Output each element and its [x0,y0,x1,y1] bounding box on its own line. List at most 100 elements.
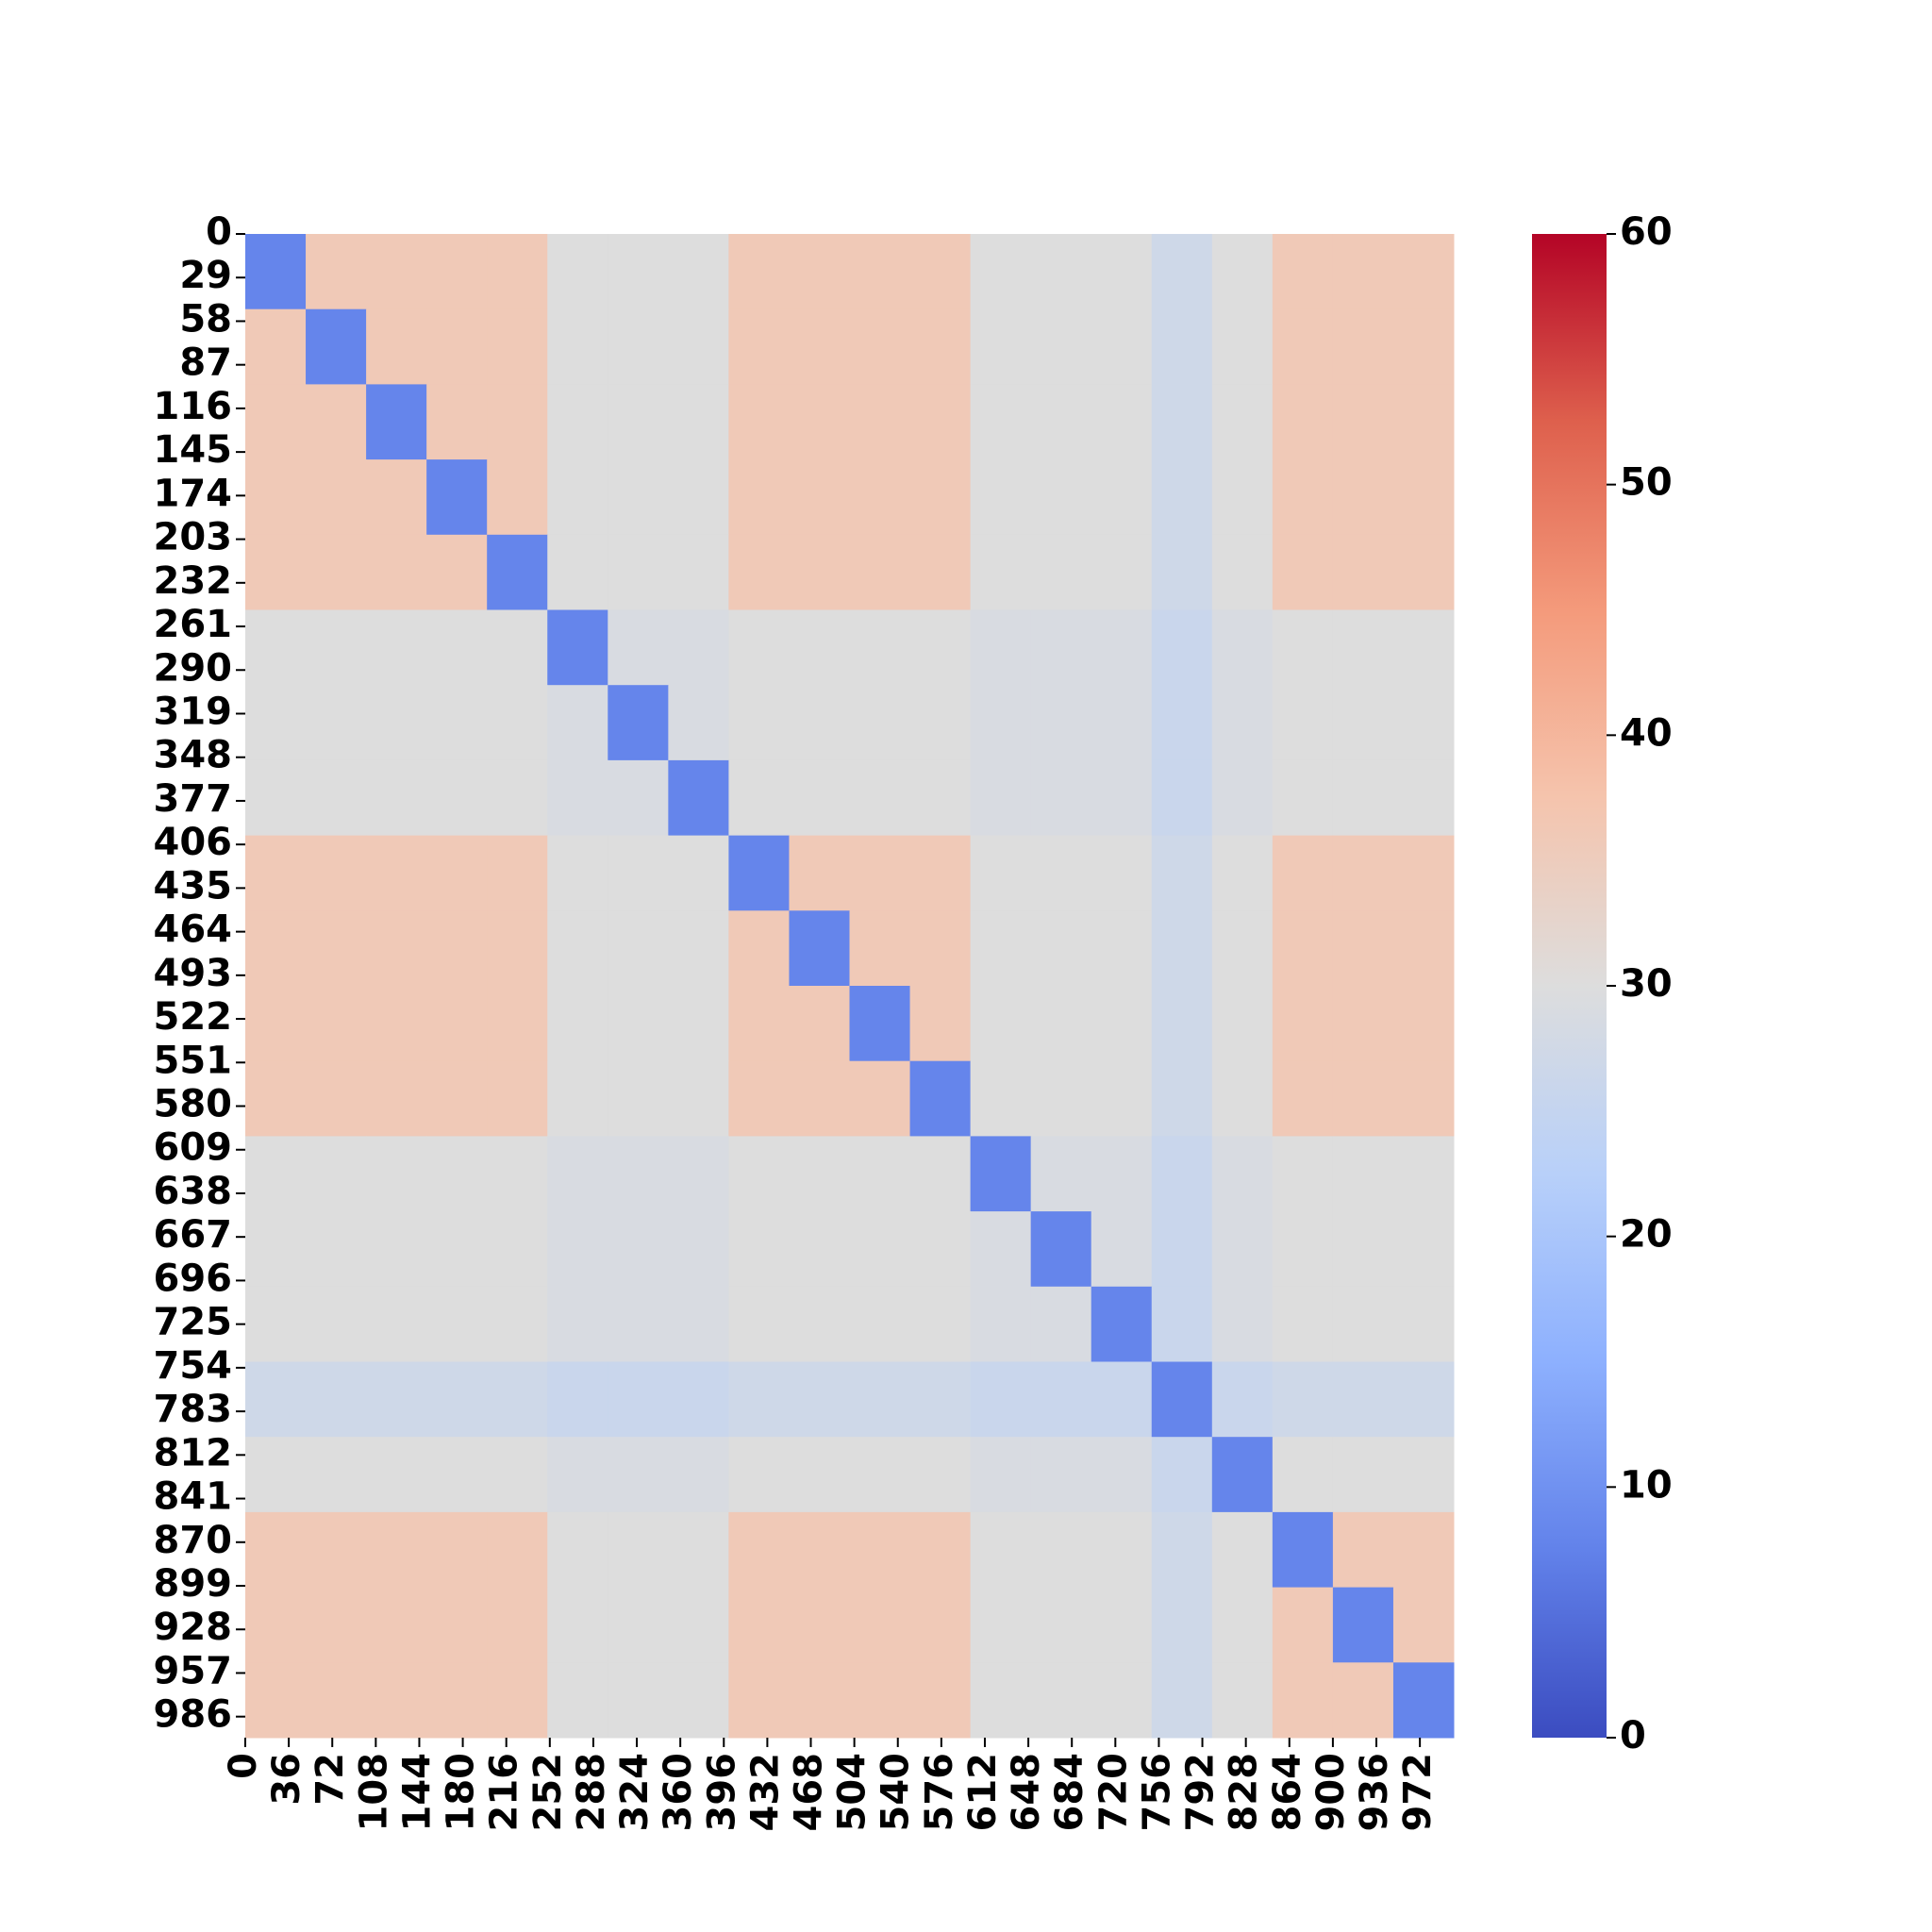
y-tick-label: 0 [206,210,232,254]
heatmap-cell [426,759,488,837]
heatmap-cell [1272,1286,1334,1362]
heatmap-cell [909,1286,972,1362]
heatmap-cell [668,1437,729,1513]
heatmap-cell [789,308,850,385]
heatmap-cell [366,1211,427,1288]
y-tick-label: 725 [154,1301,233,1344]
heatmap-cell [1091,986,1153,1062]
heatmap-cell [487,234,548,310]
heatmap-cell [849,759,911,837]
heatmap-cell [487,1437,548,1513]
heatmap-cell [789,1587,850,1663]
colorbar-tick-label: 50 [1620,461,1673,505]
heatmap-cell [426,459,488,536]
heatmap-cell [849,1060,911,1137]
heatmap-cell [366,835,427,911]
heatmap-cell [1392,1060,1455,1137]
heatmap-cell [245,534,307,610]
x-tick-label: 648 [1005,1753,1048,1832]
heatmap-cell [1211,1511,1274,1589]
heatmap-cell [1272,384,1334,460]
heatmap-cell [1030,835,1092,911]
heatmap-cell [426,1587,488,1663]
heatmap-cell [1091,1587,1153,1663]
heatmap-cell [1151,986,1213,1062]
heatmap-cell [306,459,367,536]
heatmap-cell [306,1587,367,1663]
heatmap-cell [245,986,307,1062]
colorbar-tick-label: 10 [1620,1463,1673,1507]
heatmap-cell [668,835,729,911]
heatmap-cell [366,1361,427,1438]
heatmap-cell [1332,1286,1394,1362]
heatmap-cell [1272,459,1334,536]
colorbar [1532,234,1607,1738]
x-tick-label: 684 [1048,1753,1091,1832]
heatmap-cell [1272,835,1334,911]
heatmap-cell [1272,685,1334,761]
heatmap-cell [1030,685,1092,761]
heatmap-cell [1211,759,1274,837]
heatmap-cell [487,609,548,686]
heatmap-cell [789,835,850,911]
x-tick-label: 828 [1223,1753,1266,1832]
heatmap-cell [1151,759,1213,837]
y-tick-label: 116 [154,385,233,428]
heatmap-cell [306,759,367,837]
heatmap-cell [849,1662,911,1739]
heatmap-cell [1332,1662,1394,1739]
heatmap-cell [1332,759,1394,837]
heatmap-cell [487,910,548,987]
heatmap-cell [245,1437,307,1513]
heatmap-cell [1030,459,1092,536]
heatmap-cell [1332,986,1394,1062]
heatmap-cell [306,534,367,610]
heatmap-cell [1151,234,1213,310]
heatmap-cell [306,835,367,911]
heatmap-cell [1030,609,1092,686]
heatmap-cell [728,1136,790,1212]
heatmap-cell [909,609,972,686]
heatmap-cell [1211,1437,1274,1513]
heatmap-cell [970,609,1032,686]
heatmap-cell [728,234,790,310]
heatmap-cell [970,308,1032,385]
y-tick-label: 348 [154,734,233,777]
heatmap-cell [426,685,488,761]
heatmap-cell [426,534,488,610]
heatmap-cell [1211,1587,1274,1663]
heatmap-cell [1211,1361,1274,1438]
heatmap-cell [487,1286,548,1362]
heatmap-cell [366,459,427,536]
heatmap-cell [1332,534,1394,610]
heatmap-cell [668,1587,729,1663]
heatmap-cell [668,234,729,310]
heatmap-cell [1272,1587,1334,1663]
heatmap-cell [1151,384,1213,460]
heatmap-cell [728,459,790,536]
heatmap-cell [970,1587,1032,1663]
heatmap-cell [1272,1437,1334,1513]
heatmap-cell [306,1662,367,1739]
heatmap-cell [1030,910,1092,987]
heatmap-cell [909,1437,972,1513]
heatmap-cell [1151,1662,1213,1739]
x-tick-label: 756 [1135,1753,1178,1832]
heatmap-cell [1151,685,1213,761]
heatmap-cell [547,685,608,761]
x-tick-label: 576 [918,1753,961,1832]
heatmap-cell [306,1437,367,1513]
heatmap-cell [1091,685,1153,761]
x-tick-label: 288 [570,1753,613,1832]
heatmap-cell [1151,910,1213,987]
heatmap-cell [245,1361,307,1438]
heatmap-cell [245,759,307,837]
heatmap-cell [245,1286,307,1362]
heatmap-cell [1211,1286,1274,1362]
x-tick-label: 468 [788,1753,831,1832]
heatmap-cell [1332,835,1394,911]
y-tick-label: 870 [154,1519,233,1562]
heatmap-cell [608,1437,669,1513]
heatmap-cell [547,384,608,460]
heatmap-cell [1332,1136,1394,1212]
